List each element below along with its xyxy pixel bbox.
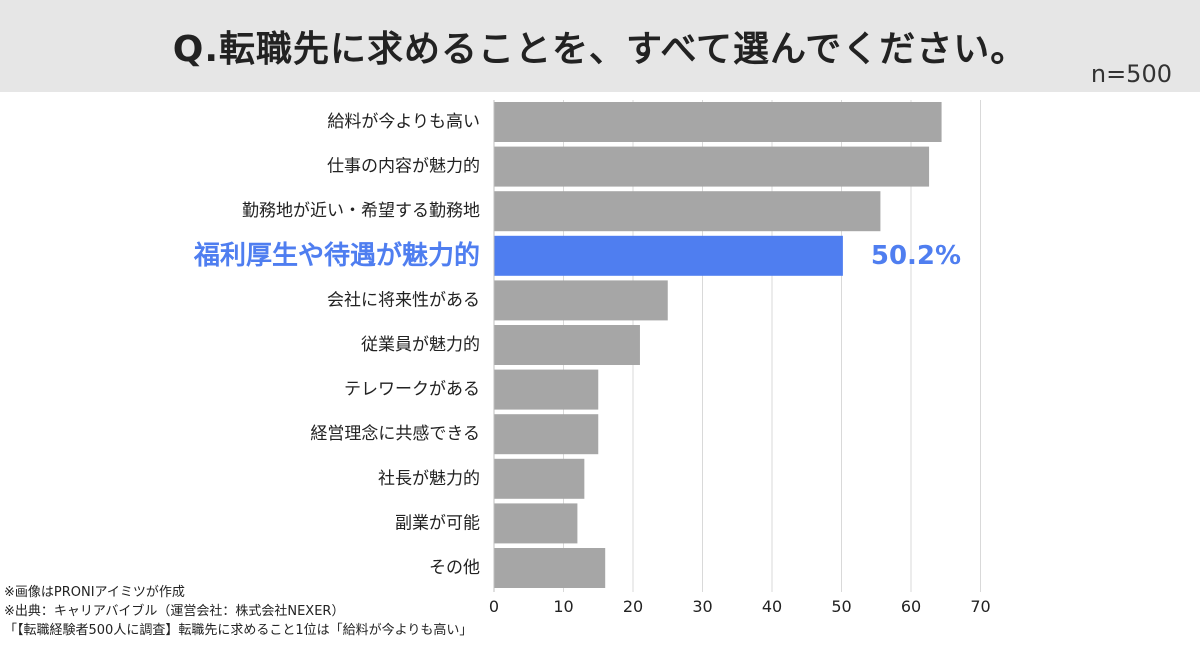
x-tick-label: 30	[692, 597, 712, 616]
x-tick-label: 50	[831, 597, 851, 616]
category-label: 経営理念に共感できる	[310, 423, 480, 444]
category-label: 社長が魅力的	[378, 469, 480, 489]
x-tick-label: 20	[623, 597, 643, 616]
category-label: 会社に将来性がある	[327, 290, 480, 310]
category-label: テレワークがある	[344, 380, 480, 400]
bar	[494, 325, 640, 365]
sample-size: n=500	[1090, 60, 1172, 88]
category-label: 勤務地が近い・希望する勤務地	[242, 201, 480, 221]
x-tick-label: 70	[970, 597, 990, 616]
bar	[494, 548, 606, 588]
note-line: ※出典：キャリアバイブル（運営会社：株式会社NEXER）	[4, 604, 345, 619]
source-notes: ※画像はPRONIアイミツが作成 ※出典：キャリアバイブル（運営会社：株式会社N…	[4, 583, 472, 640]
bar	[494, 369, 599, 410]
x-tick-label: 60	[901, 597, 921, 616]
bar	[494, 146, 930, 187]
note-line: ※画像はPRONIアイミツが作成	[4, 585, 185, 600]
bar	[494, 235, 843, 276]
category-label: 副業が可能	[395, 513, 480, 533]
bar	[494, 280, 668, 321]
category-label: 給料が今よりも高い	[327, 112, 480, 132]
bar	[494, 503, 578, 544]
title-bar	[0, 0, 1200, 92]
category-label: 福利厚生や待遇が魅力的	[193, 240, 480, 271]
bar	[494, 458, 585, 499]
x-tick-label: 10	[553, 597, 573, 616]
category-label: 従業員が魅力的	[361, 335, 480, 355]
category-label: 仕事の内容が魅力的	[327, 157, 480, 177]
data-label: 50.2%	[871, 241, 961, 271]
x-tick-label: 40	[762, 597, 782, 616]
category-label: その他	[429, 558, 480, 578]
chart-title: Q.転職先に求めることを、すべて選んでください。	[172, 29, 1028, 70]
bar	[494, 102, 942, 142]
note-line: 「【転職経験者500人に調査】転職先に求めること1位は「給料が今よりも高い」	[4, 623, 473, 638]
x-tick-label: 0	[489, 597, 499, 616]
bar	[494, 191, 881, 232]
bar	[494, 414, 599, 455]
